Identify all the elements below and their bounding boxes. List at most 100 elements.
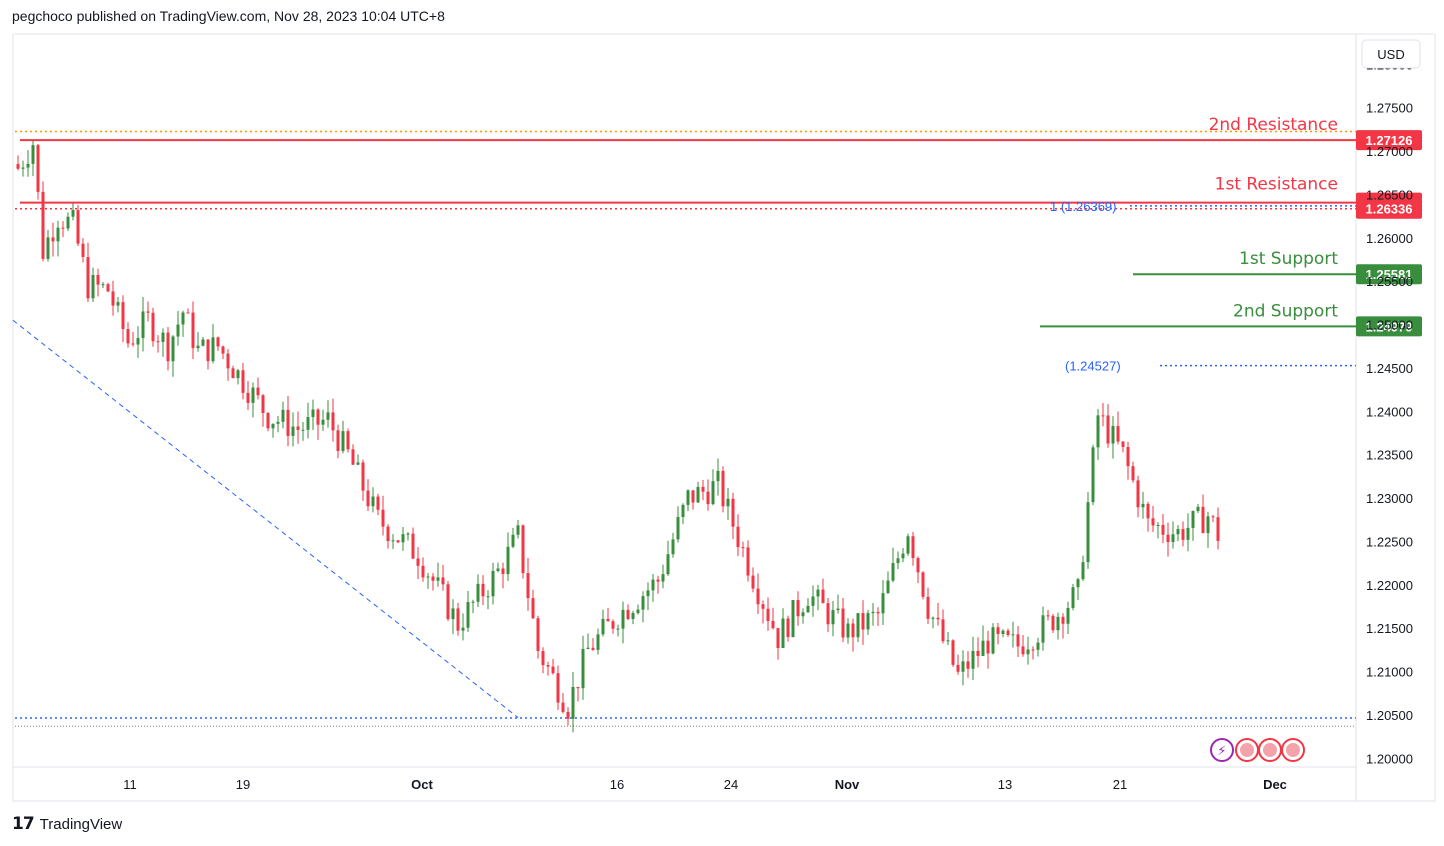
time-tick-label: 24 <box>724 777 738 792</box>
price-tick-label: 1.24500 <box>1366 361 1413 376</box>
trendline[interactable] <box>12 319 519 718</box>
candle-body <box>706 491 710 505</box>
lightning-icon[interactable] <box>1210 738 1234 762</box>
candle-body <box>886 580 890 594</box>
candle-body <box>951 640 955 665</box>
currency-box[interactable] <box>1361 39 1421 69</box>
level-price-tag[interactable] <box>1356 130 1422 151</box>
indicator-icons[interactable]: ⚡ <box>1210 738 1305 762</box>
level-price-tag[interactable] <box>1356 316 1422 337</box>
time-axis[interactable]: 11 19 Oct 16 24 Nov 13 21 Dec <box>123 777 1287 792</box>
candle-body <box>456 608 460 631</box>
candle-body <box>731 498 735 527</box>
dotted-lines <box>15 130 1356 727</box>
candle-body <box>46 237 50 259</box>
candle-body <box>141 311 145 339</box>
price-tick-label: 1.26000 <box>1366 231 1413 246</box>
price-tick-label: 1.26500 <box>1366 187 1413 202</box>
candle-body <box>1146 503 1150 519</box>
candle-body <box>411 533 415 559</box>
candle-body <box>786 618 790 638</box>
candle-body <box>471 601 475 603</box>
candle-body <box>266 413 270 429</box>
candle-body <box>366 490 370 507</box>
candle-body <box>871 611 875 614</box>
candle-body <box>1116 426 1120 442</box>
candle-body <box>1156 524 1160 526</box>
candle-body <box>541 651 545 666</box>
time-tick-label: Nov <box>835 777 860 792</box>
candle-body <box>31 145 35 164</box>
candle-body <box>566 711 570 719</box>
candle-body <box>61 227 65 229</box>
candle-body <box>736 526 740 548</box>
time-tick-label: 13 <box>998 777 1012 792</box>
candle-body <box>681 504 685 518</box>
candle-body <box>231 368 235 379</box>
candle-body <box>696 486 700 503</box>
candle-body <box>91 274 95 299</box>
candle-body <box>751 575 755 589</box>
candle-body <box>796 600 800 617</box>
candle-body <box>616 628 620 630</box>
candle-body <box>1216 517 1220 541</box>
candle-body <box>316 409 320 425</box>
candle-body <box>116 302 120 306</box>
candle-body <box>926 596 930 619</box>
candle-body <box>146 311 150 313</box>
candle-body <box>1011 634 1015 636</box>
candle-body <box>726 498 730 507</box>
candle-body <box>611 621 615 629</box>
currency-label: USD <box>1377 47 1404 62</box>
candle-body <box>191 312 195 349</box>
candle-body <box>496 568 500 571</box>
candle-body <box>86 257 90 299</box>
candle-body <box>151 312 155 342</box>
candle-body <box>531 598 535 619</box>
candle-body <box>866 613 870 630</box>
fib-label: 1 (1.26369) <box>1050 199 1117 214</box>
descending-trendline[interactable] <box>12 319 519 718</box>
candle-body <box>201 339 205 346</box>
candle-body <box>1076 579 1080 588</box>
candle-body <box>976 650 980 656</box>
level-price-tag[interactable] <box>1356 264 1422 285</box>
candle-body <box>986 640 990 654</box>
candle-body <box>516 525 520 535</box>
current-price-tag[interactable] <box>1356 198 1422 219</box>
price-tick-label: 1.20000 <box>1366 751 1413 766</box>
candle-body <box>791 600 795 638</box>
candle-body <box>631 612 635 619</box>
candle-body <box>741 547 745 549</box>
candle-body <box>1121 441 1125 447</box>
price-axis[interactable]: 1.20000 1.20500 1.21000 1.21500 1.22000 1.225… <box>1366 57 1413 766</box>
candle-body <box>371 496 375 507</box>
candle-body <box>306 417 310 430</box>
candle-body <box>1006 630 1010 636</box>
price-tick-label: 1.25500 <box>1366 274 1413 289</box>
candle-body <box>981 640 985 656</box>
candle-body <box>596 634 600 650</box>
candle-body <box>776 628 780 649</box>
candle-body <box>606 618 610 622</box>
candle-body <box>236 370 240 379</box>
time-tick-label: 21 <box>1113 777 1127 792</box>
candle-body <box>486 596 490 598</box>
candle-body <box>301 429 305 431</box>
candle-body <box>286 409 290 436</box>
publisher-header: pegchoco published on TradingView.com, N… <box>12 8 445 24</box>
candle-body <box>711 481 715 505</box>
candle-body <box>1021 646 1025 655</box>
candle-body <box>56 227 60 242</box>
tradingview-footer[interactable]: 17 TradingView <box>12 814 122 834</box>
candle-body <box>941 619 945 642</box>
candle-body <box>851 623 855 638</box>
candles <box>16 140 1220 733</box>
candle-body <box>476 583 480 602</box>
level-price-tag-label: 1.27126 <box>1366 133 1413 148</box>
candle-body <box>326 412 330 420</box>
candle-body <box>246 392 250 403</box>
candle-body <box>811 596 815 606</box>
